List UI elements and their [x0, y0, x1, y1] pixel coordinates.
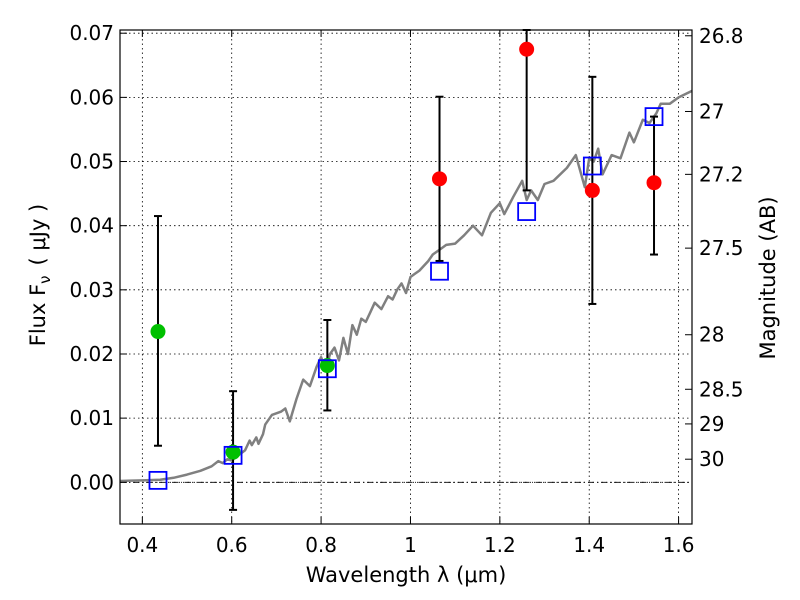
plot-frame — [119, 29, 693, 525]
model-spectrum-line — [119, 89, 693, 483]
y2-axis-label: Magnitude (AB) — [756, 196, 780, 359]
y-axis-label-sub: ν — [36, 275, 54, 283]
x-tick-label: 0.6 — [216, 533, 248, 557]
model-photometry-square — [644, 107, 664, 127]
y2-tick-label: 27.5 — [699, 236, 744, 260]
photometry-point — [646, 175, 662, 191]
model-photometry-square — [582, 156, 602, 176]
y2-tick-label: 28 — [699, 323, 724, 347]
y2-tick-label: 27.2 — [699, 162, 744, 186]
x-tick-label: 1 — [404, 533, 417, 557]
y-tick-label: 0.03 — [69, 278, 114, 302]
y2-tick-label: 28.5 — [699, 377, 744, 401]
y-tick-label: 0.06 — [69, 85, 114, 109]
photometry-point — [319, 358, 335, 374]
model-photometry-square — [317, 359, 337, 379]
y-tick-label: 0.04 — [69, 214, 114, 238]
grid — [120, 30, 692, 524]
y2-tick-label: 30 — [699, 447, 724, 471]
tick-labels: 0.4 0.6 0.8 1 1.2 1.4 1.6 0.00 0.01 0.02 0.03 0.04 0… — [69, 21, 743, 557]
y-axis-label: Flux Fν ( μJy ) — [26, 204, 54, 347]
y2-tick-label: 29 — [699, 412, 724, 436]
model-photometry-square — [517, 202, 537, 221]
model-spectrum-layer — [119, 89, 693, 483]
y-tick-label: 0.07 — [69, 21, 114, 45]
y-tick-label: 0.05 — [69, 150, 114, 174]
y2-tick-label: 27 — [699, 99, 724, 123]
x-tick-label: 1.6 — [663, 533, 695, 557]
tick-marks — [120, 30, 692, 524]
photometry-point — [225, 444, 241, 460]
y-tick-label: 0.00 — [69, 470, 114, 494]
y-axis-label-main: Flux F — [26, 284, 50, 346]
model-photometry-square — [430, 261, 449, 281]
x-tick-label: 1.2 — [484, 533, 516, 557]
x-tick-label: 0.8 — [305, 533, 337, 557]
photometry-point — [150, 324, 166, 340]
x-tick-label: 1.4 — [573, 533, 605, 557]
model-photometry-square — [223, 445, 243, 465]
y-tick-label: 0.01 — [69, 406, 114, 430]
model-photometry-square — [148, 470, 168, 490]
x-tick-label: 0.4 — [126, 533, 158, 557]
y-tick-label: 0.02 — [69, 342, 114, 366]
photometry-point — [584, 182, 600, 198]
y-axis-label-unit: ( μJy ) — [26, 204, 50, 266]
error-bar-layer — [153, 29, 659, 511]
marker-layer — [148, 41, 664, 490]
photometry-point — [519, 41, 535, 57]
photometry-point — [432, 171, 448, 187]
y2-tick-label: 26.8 — [699, 24, 744, 48]
x-axis-label: Wavelength λ (μm) — [306, 563, 507, 587]
